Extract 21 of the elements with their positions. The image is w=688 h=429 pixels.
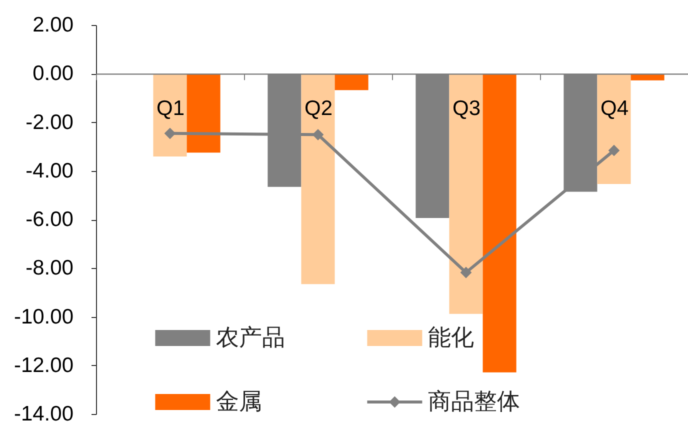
- y-tick-label: -14.00: [14, 402, 74, 426]
- legend-label: 能化: [428, 325, 474, 351]
- y-tick-label: -2.00: [26, 110, 74, 134]
- y-tick-label: -8.00: [26, 256, 74, 280]
- x-tick-label: Q4: [600, 97, 629, 120]
- y-tick-label: -12.00: [14, 354, 74, 377]
- y-tick-label: 0.00: [32, 62, 74, 86]
- legend-label: 商品整体: [428, 389, 520, 415]
- x-tick-label: Q3: [452, 97, 481, 120]
- y-tick-label: -6.00: [26, 208, 74, 231]
- point: [312, 128, 324, 140]
- x-tick-label: Q2: [304, 97, 333, 120]
- y-tick-label: -10.00: [14, 305, 74, 328]
- point: [460, 266, 472, 278]
- legend-label: 农产品: [216, 325, 286, 351]
- point: [164, 128, 176, 140]
- legend-label: 金属: [216, 389, 262, 415]
- x-tick-label: Q1: [156, 97, 185, 120]
- y-tick-label: 2.00: [32, 14, 74, 36]
- point: [608, 144, 620, 156]
- y-tick-label: -4.00: [26, 159, 74, 182]
